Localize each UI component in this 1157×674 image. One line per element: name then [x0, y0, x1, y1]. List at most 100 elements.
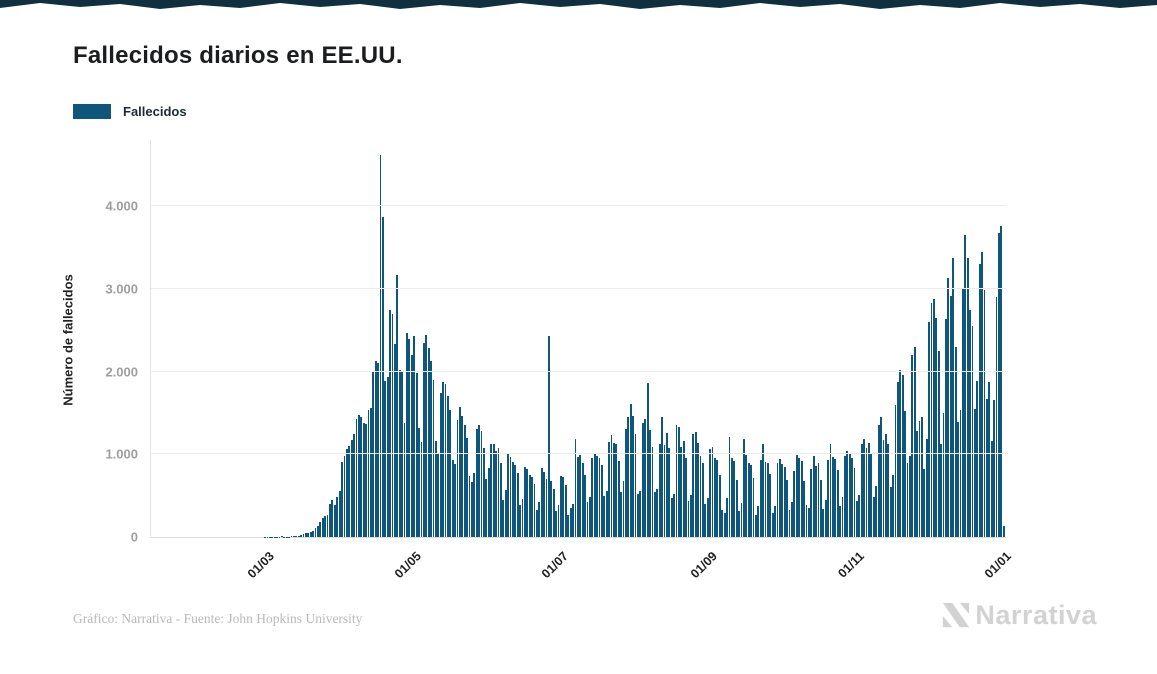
bar: [297, 535, 300, 537]
bar: [839, 506, 841, 537]
bar: [369, 407, 372, 537]
bar: [995, 297, 998, 537]
bar: [382, 216, 384, 537]
bar: [622, 480, 625, 537]
bar: [718, 474, 721, 537]
bar: [798, 458, 801, 537]
bar: [677, 427, 680, 537]
bar: [892, 474, 894, 537]
bar: [632, 416, 635, 537]
x-tick-label: 01/09: [687, 549, 720, 582]
bar: [523, 466, 526, 537]
bar: [836, 470, 839, 537]
bar: [430, 360, 432, 537]
bar: [305, 533, 307, 537]
bar: [627, 417, 630, 537]
bar: [439, 393, 442, 537]
bar: [519, 504, 521, 537]
bar: [923, 469, 926, 537]
bar: [497, 447, 500, 537]
bar: [290, 536, 293, 537]
bar: [872, 497, 875, 537]
bar: [319, 522, 322, 537]
bar: [803, 480, 805, 537]
bar: [367, 410, 370, 537]
bar: [499, 463, 502, 537]
bar: [742, 439, 745, 537]
bar: [432, 379, 435, 537]
bar: [502, 499, 505, 537]
bar: [586, 502, 589, 537]
bar: [848, 453, 851, 537]
bar: [396, 274, 399, 537]
bar: [692, 434, 695, 537]
bar: [543, 471, 546, 537]
bar: [504, 489, 507, 537]
bar: [665, 432, 668, 537]
bar: [605, 490, 608, 537]
bar: [514, 465, 517, 537]
bar: [810, 469, 813, 537]
bar: [774, 506, 777, 537]
bar: [949, 295, 952, 537]
bar: [788, 509, 791, 537]
bar: [552, 489, 555, 537]
bar: [990, 441, 993, 537]
legend: Fallecidos: [73, 104, 187, 119]
bar: [300, 535, 302, 537]
bar: [403, 422, 406, 537]
bar: [312, 530, 315, 537]
bar: [906, 463, 909, 537]
bar: [860, 443, 863, 537]
bar: [933, 298, 935, 537]
bar: [374, 360, 377, 537]
bar: [593, 453, 596, 537]
bar: [483, 447, 485, 537]
bar: [699, 455, 702, 537]
bar: [853, 467, 856, 537]
bar: [451, 460, 454, 537]
bar: [576, 456, 579, 537]
bar: [791, 502, 793, 537]
bar: [377, 362, 379, 537]
bar: [752, 478, 755, 537]
bar: [350, 440, 353, 537]
bar: [856, 501, 858, 537]
bar: [511, 461, 514, 537]
bar: [964, 235, 967, 537]
narrativa-logo: Narrativa: [941, 600, 1097, 631]
bar: [694, 431, 697, 537]
bar: [670, 498, 673, 537]
bar: [581, 463, 584, 537]
bar: [280, 536, 283, 537]
bar: [896, 382, 899, 537]
bar: [954, 346, 957, 537]
bar: [442, 381, 444, 537]
bar: [343, 456, 346, 537]
bar: [738, 510, 740, 537]
bar: [793, 470, 796, 537]
bar: [831, 456, 834, 537]
bar: [711, 446, 714, 537]
bar: [930, 302, 933, 537]
bar: [446, 396, 449, 537]
bar: [661, 417, 663, 537]
bar: [1002, 526, 1005, 537]
bars-container: [151, 140, 1006, 537]
bar: [613, 442, 615, 537]
bar: [641, 422, 644, 537]
bar: [461, 416, 464, 537]
bar: [478, 424, 481, 537]
bar: [307, 532, 310, 537]
bar: [608, 441, 610, 537]
bar: [884, 434, 887, 537]
bar: [372, 371, 375, 537]
bar: [610, 435, 613, 537]
bar: [887, 443, 890, 537]
bar: [961, 288, 964, 537]
bar: [329, 503, 331, 537]
bar: [338, 490, 341, 537]
bar: [422, 342, 425, 537]
bar: [969, 309, 971, 537]
